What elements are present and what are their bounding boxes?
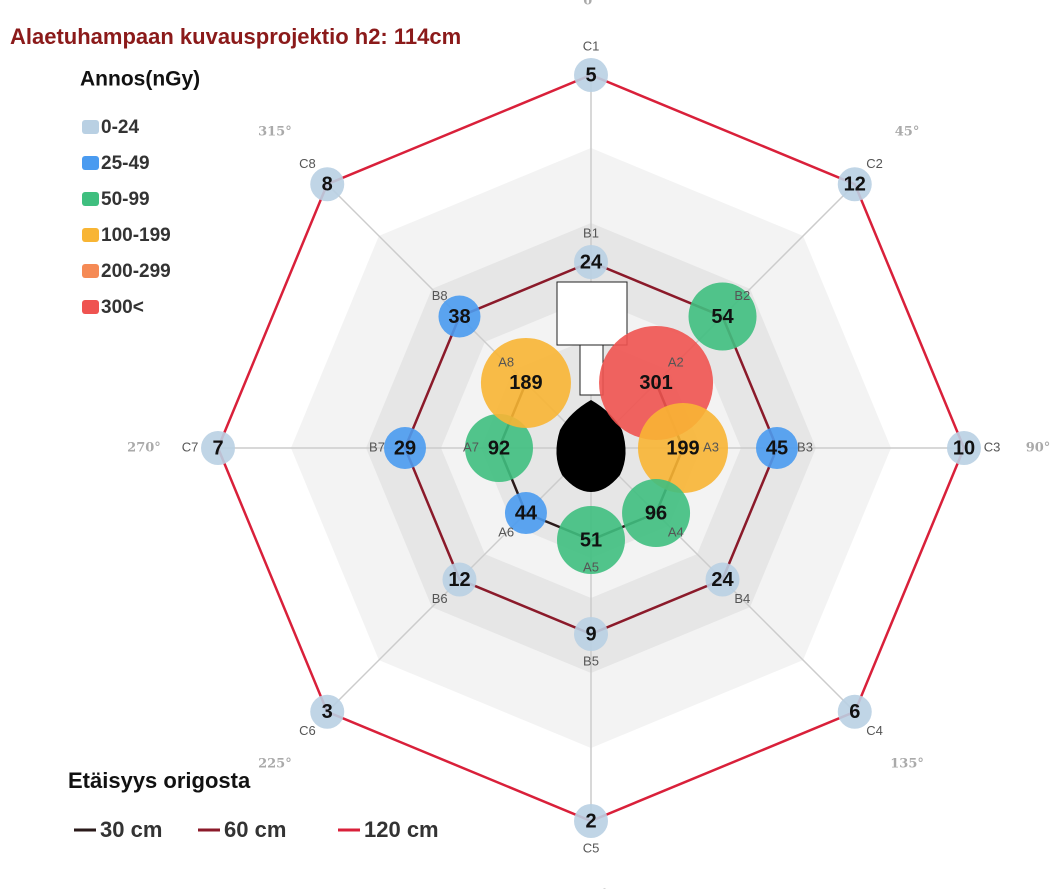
dose-value: 12 (844, 174, 866, 196)
dose-bubble (837, 694, 872, 729)
dose-bubble (574, 58, 608, 92)
dose-value: 7 (212, 437, 223, 459)
angle-label: 45° (895, 124, 920, 139)
sensor (556, 281, 628, 346)
point-label: A7 (463, 439, 479, 454)
legend-label: 0-24 (101, 117, 139, 138)
legend-label: 200-299 (101, 261, 171, 282)
point-label: A6 (498, 524, 514, 539)
dose-value: 24 (711, 569, 734, 591)
point-label: C1 (583, 38, 600, 53)
dose-value: 8 (322, 174, 333, 196)
distance-label: 120 cm (364, 817, 439, 842)
dose-value: 3 (322, 701, 333, 723)
chart-title: Alaetuhampaan kuvausprojektio h2: 114cm (10, 24, 461, 49)
point-label: C7 (182, 439, 199, 454)
point-label: A3 (703, 439, 719, 454)
dose-bubble (574, 804, 608, 838)
legend-label: 25-49 (101, 153, 150, 174)
point-label: B2 (734, 288, 750, 303)
point-label: B5 (583, 653, 599, 668)
point-label: C6 (299, 723, 316, 738)
dose-value: 44 (515, 502, 538, 524)
dose-bubble (504, 492, 547, 535)
legend-swatch (82, 120, 99, 134)
legend-title: Annos(nGy) (80, 68, 200, 91)
point-label: C2 (866, 156, 883, 171)
point-label: A5 (583, 559, 599, 574)
angle-label: 90° (1026, 441, 1051, 456)
dose-bubble (705, 562, 740, 597)
point-label: B4 (734, 591, 750, 606)
dose-value: 45 (766, 437, 788, 459)
dose-value: 12 (448, 569, 470, 591)
legend-label: 300< (101, 297, 144, 318)
dose-bubble (557, 506, 625, 574)
distance-label: 60 cm (224, 817, 286, 842)
point-label: A4 (668, 524, 684, 539)
legend-swatch (82, 192, 99, 206)
dose-bubble (837, 167, 872, 202)
distance-title: Etäisyys origosta (68, 768, 251, 793)
point-label: C3 (984, 439, 1001, 454)
point-label: B1 (583, 225, 599, 240)
dose-value: 10 (953, 437, 975, 459)
point-label: A2 (668, 355, 684, 370)
dose-value: 54 (711, 306, 734, 328)
legend-label: 50-99 (101, 189, 150, 210)
dose-bubble (638, 403, 728, 493)
legend-swatch (82, 300, 99, 314)
legend-swatch (82, 228, 99, 242)
point-label: A8 (498, 355, 514, 370)
point-label: B8 (432, 288, 448, 303)
dose-bubble (574, 617, 608, 651)
dose-value: 5 (585, 64, 596, 86)
distance-label: 30 cm (100, 817, 162, 842)
point-label: B7 (369, 439, 385, 454)
dose-bubble (688, 282, 757, 351)
angle-label: 180° (574, 888, 608, 889)
dose-bubble (384, 427, 426, 469)
legend-swatch (82, 264, 99, 278)
legend-swatch (82, 156, 99, 170)
dose-value: 92 (488, 437, 510, 459)
point-label: B6 (432, 591, 448, 606)
angle-label: 225° (258, 757, 292, 772)
dose-bubble (480, 337, 571, 428)
dose-bubble (756, 427, 798, 469)
angle-label: 315° (258, 124, 292, 139)
dose-bubble (201, 431, 235, 465)
legend-label: 100-199 (101, 225, 171, 246)
dose-value: 51 (580, 529, 602, 551)
dose-bubble (574, 245, 608, 279)
dose-bubble (622, 479, 691, 548)
dose-value: 189 (509, 372, 542, 394)
dose-bubble (465, 414, 533, 482)
point-label: C5 (583, 840, 600, 855)
dose-bubble (947, 431, 981, 465)
dose-value: 199 (666, 437, 699, 459)
dose-value: 9 (585, 623, 596, 645)
head (556, 400, 626, 492)
angle-label: 0° (583, 0, 599, 9)
dose-value: 96 (645, 502, 667, 524)
point-label: C8 (299, 156, 316, 171)
dose-bubble (442, 562, 477, 597)
dose-value: 29 (394, 437, 416, 459)
dose-value: 301 (639, 372, 672, 394)
dose-bubble (438, 295, 481, 338)
dose-bubble (310, 694, 345, 729)
angle-label: 270° (127, 441, 161, 456)
angle-label: 135° (890, 757, 924, 772)
point-label: C4 (866, 723, 883, 738)
dose-value: 2 (585, 810, 596, 832)
dose-bubble (310, 167, 345, 202)
dose-value: 38 (448, 306, 470, 328)
dose-value: 6 (849, 701, 860, 723)
point-label: B3 (797, 439, 813, 454)
dose-value: 24 (580, 251, 603, 273)
